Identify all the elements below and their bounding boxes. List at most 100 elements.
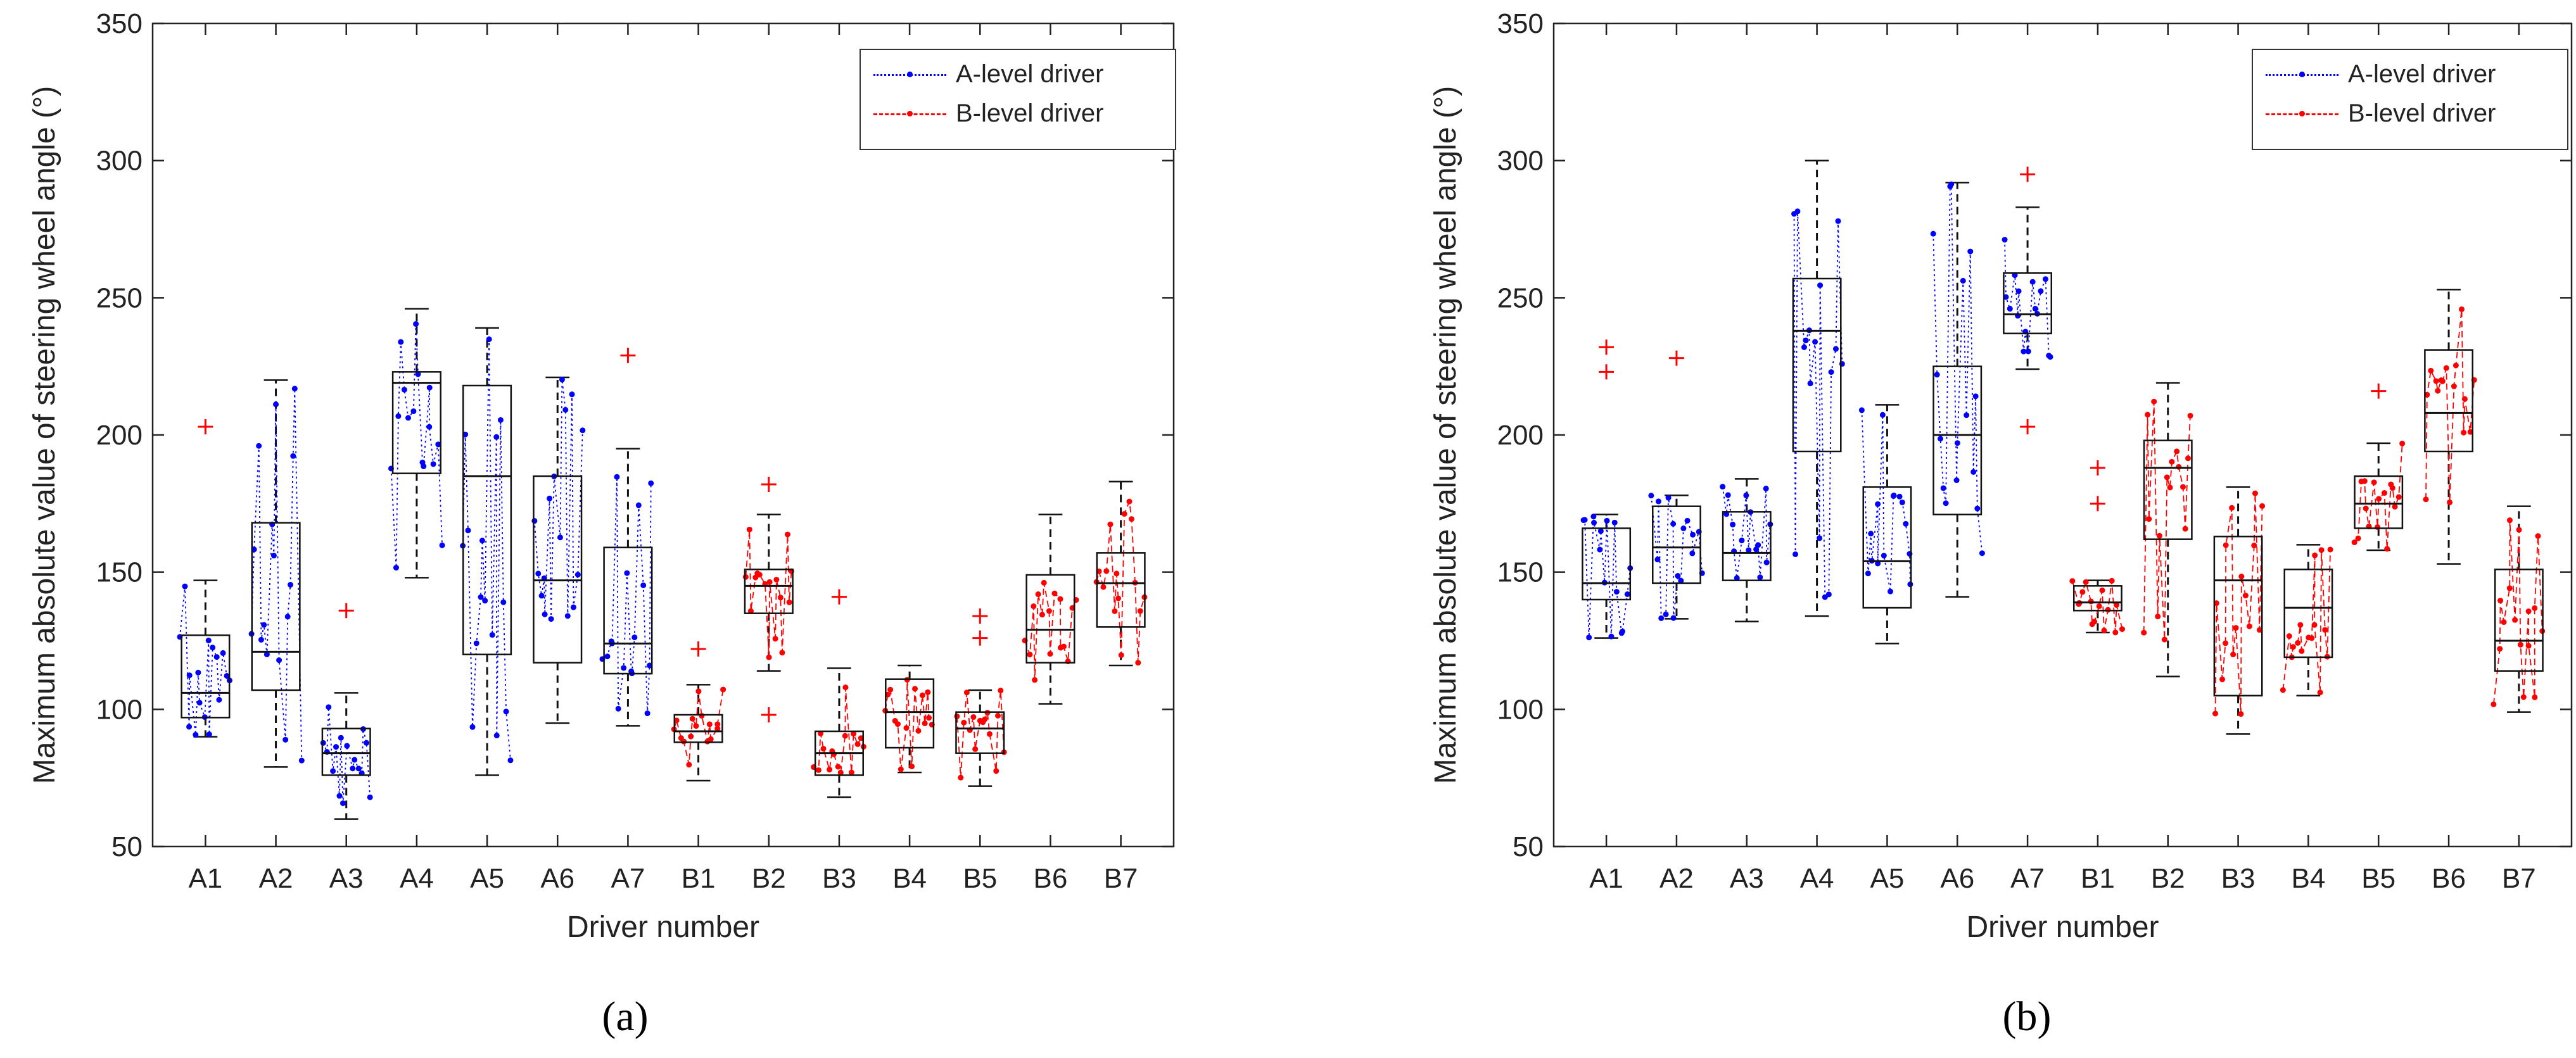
sample-point [2461,429,2467,436]
y-tick-label: 200 [96,420,143,451]
sample-point [842,733,848,739]
x-tick-label: B4 [892,863,927,894]
sample-point [707,736,714,742]
sample-point [542,611,548,617]
sample-point [1591,520,1597,526]
sample-point [482,598,488,604]
sample-point [2525,608,2532,615]
sample-trace [884,679,933,770]
sample-point [426,384,433,391]
box-iqr [533,475,583,664]
sample-point [766,579,773,585]
sample-point [2213,600,2219,607]
outlier-marker [972,608,988,624]
sample-point [1118,652,1124,658]
sample-point [615,705,621,712]
sample-point [1739,538,1745,544]
sample-point [909,763,915,769]
sample-point [903,725,910,731]
sample-point [994,712,1001,719]
chart-b-svg: 50 100 150 200 250 300 350 A1 A2 A3 A4 A5 A6 A7 B1 B2 B3… [1429,8,2573,944]
box-iqr [2003,272,2053,334]
sample-point [1041,579,1047,586]
sample-point [1746,547,1752,553]
sample-point [2112,629,2119,636]
y-tick-label: 100 [96,694,143,725]
sample-point [1035,591,1041,598]
outlier-marker [761,707,777,722]
sample-point [2376,496,2382,502]
sample-point [631,634,638,641]
sample-point [1879,412,1886,418]
sample-point [2223,640,2229,646]
sample-point [2069,578,2076,584]
sample-point [1858,407,1865,413]
sample-point [489,632,495,638]
sample-point [1586,634,1592,641]
sample-point [614,474,620,480]
sample-point [1865,570,1871,577]
x-tick-label: B4 [2291,863,2325,894]
sample-point [557,534,563,541]
caption-b: (b) [2002,993,2052,1040]
sample-point [2141,629,2147,636]
sample-point [2428,367,2434,374]
sample-point [926,715,932,721]
y-tick-label: 350 [96,8,143,39]
sample-point [1948,181,1955,187]
y-tick-label: 200 [1497,420,1544,451]
sample-point [1046,608,1052,614]
sample-point [887,686,894,693]
sample-point [2038,288,2044,294]
sample-point [473,640,479,646]
sample-point [413,321,419,327]
sample-point [2327,546,2333,553]
sample-point [2461,396,2468,402]
x-tick-label: A2 [1659,863,1694,894]
sample-point [210,645,216,651]
outlier-marker [761,477,777,492]
box-iqr [1862,486,1912,609]
sample-point [320,740,326,746]
sample-point [925,689,931,695]
sample-point [326,704,332,710]
sample-point [1938,436,1944,442]
sample-trace [1024,583,1077,680]
sample-point [2497,598,2504,604]
sample-point [1689,550,1696,557]
outlier-marker [2371,383,2387,399]
sample-point [2101,627,2107,634]
box-iqr [2424,349,2473,453]
x-tick-label: B1 [682,863,716,894]
sample-point [2079,589,2086,595]
sample-point [1135,660,1141,666]
sample-point [2015,288,2022,294]
x-tick-label: A7 [611,863,645,894]
box-iqr [603,546,653,675]
box-iqr [251,522,301,691]
sample-point [1803,337,1809,344]
sample-point [2424,391,2430,398]
sample-trace [1861,410,1911,592]
outlier-marker [2020,167,2036,182]
y-tick-label: 150 [96,557,143,588]
sample-point [2167,484,2173,491]
sample-point [1875,501,1881,507]
legend-b-label-a-level: A-level driver [2348,60,2496,88]
sample-point [2286,633,2292,639]
x-tick-label: A1 [188,863,222,894]
outlier-marker [198,419,213,434]
sample-point [1107,521,1114,527]
sample-point [574,572,581,578]
sample-point [714,726,721,732]
sample-point [1835,218,1841,224]
sample-point [970,714,977,720]
sample-point [1655,498,1661,505]
legend-a: A-level driver B-level driver [860,49,1176,150]
sample-point [435,441,441,448]
outlier-marker [690,641,706,657]
sample-point [1891,492,1897,498]
sample-point [2025,348,2031,355]
sample-trace [251,388,303,761]
sample-point [2435,387,2441,394]
